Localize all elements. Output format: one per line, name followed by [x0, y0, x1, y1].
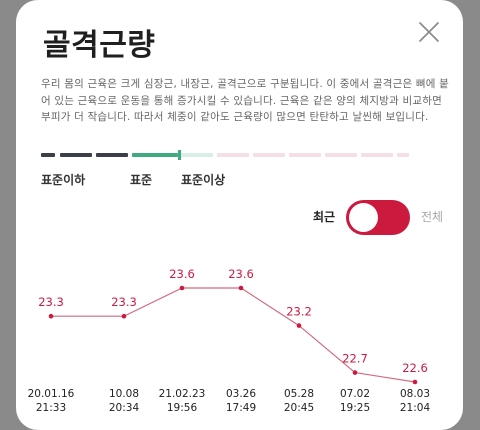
level-segment-above: [397, 153, 409, 157]
toggle-label-all[interactable]: 전체: [421, 210, 444, 224]
data-label: 23.6: [169, 267, 195, 281]
level-segment-above: [253, 153, 285, 157]
x-tick-time: 21:33: [36, 402, 66, 414]
x-tick-time: 20:45: [284, 402, 314, 414]
page-title: 골격근량: [43, 28, 156, 63]
x-tick-date: 07.02: [340, 388, 370, 400]
data-label: 23.2: [286, 305, 312, 319]
level-segment-above: [325, 153, 357, 157]
data-label: 23.3: [111, 295, 137, 309]
x-tick-date: 05.28: [284, 388, 314, 400]
data-point: [121, 313, 127, 319]
level-segment-below: [60, 153, 92, 157]
data-point: [412, 379, 418, 385]
current-level-marker: [178, 150, 181, 160]
level-segment-standard: [132, 153, 178, 157]
data-point: [296, 323, 302, 328]
data-point: [352, 370, 358, 375]
data-point: [48, 313, 54, 319]
data-label: 23.3: [38, 295, 64, 309]
data-label: 22.6: [402, 361, 428, 375]
series-line: [51, 287, 416, 383]
range-toggle-switch[interactable]: [346, 200, 410, 235]
x-tick-date: 21.02.23: [159, 388, 206, 400]
level-label-above: 표준이상: [181, 173, 226, 187]
level-label-below: 표준이하: [41, 173, 86, 187]
range-toggle-row: 최근 전체: [313, 200, 453, 236]
x-tick-date: 20.01.16: [28, 388, 75, 400]
close-button[interactable]: [417, 20, 441, 44]
data-label: 22.7: [342, 352, 368, 366]
x-tick-time: 19:25: [340, 402, 370, 414]
x-tick-time: 20:34: [109, 402, 140, 414]
level-segment-below: [96, 153, 128, 157]
skeletal-muscle-sheet: 골격근량 우리 몸의 근육은 크게 심장근, 내장근, 골격근으로 구분됩니다.…: [16, 0, 463, 430]
level-segment-below: [41, 153, 55, 157]
x-tick-time: 21:04: [400, 402, 431, 414]
x-tick-time: 17:49: [226, 402, 256, 414]
data-point: [179, 285, 185, 291]
close-icon: [419, 22, 439, 42]
level-segment-above: [361, 153, 393, 157]
muscle-mass-line-chart: 23.3 20.01.16 21:33 23.3 10.08 20:34 23.6 21.02…: [28, 267, 431, 414]
level-label-standard: 표준: [130, 173, 153, 187]
x-tick-date: 10.08: [109, 388, 139, 400]
x-tick-time: 19:56: [167, 402, 198, 414]
level-segment-above: [289, 153, 321, 157]
toggle-label-recent[interactable]: 최근: [313, 210, 336, 224]
toggle-knob: [349, 203, 378, 232]
level-segment-standard: [178, 153, 213, 157]
data-point: [238, 285, 244, 291]
level-segment-above: [217, 153, 249, 157]
x-tick-date: 03.26: [226, 388, 256, 400]
x-tick-date: 08.03: [400, 388, 430, 400]
data-label: 23.6: [228, 267, 254, 281]
level-indicator: [41, 150, 409, 160]
description-text: 우리 몸의 근육은 크게 심장근, 내장근, 골격근으로 구분됩니다. 이 중에…: [41, 78, 450, 123]
